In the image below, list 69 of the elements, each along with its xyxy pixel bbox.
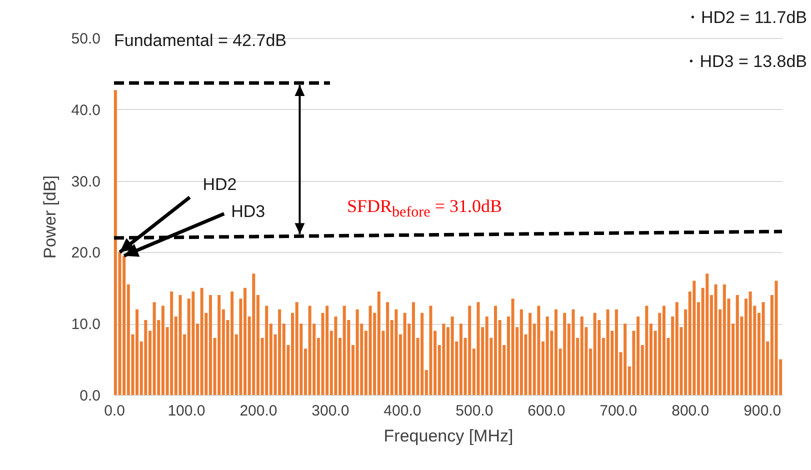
bar: [368, 306, 372, 395]
y-tick-label: 20.0: [71, 244, 100, 262]
bar: [537, 306, 540, 395]
x-tick-label: 500.0: [456, 402, 494, 420]
x-tick-label: 0.0: [104, 402, 125, 420]
bar: [606, 309, 610, 395]
bar: [442, 324, 446, 395]
bar: [580, 316, 584, 395]
bar: [476, 302, 480, 395]
bar: [593, 312, 596, 395]
x-tick-label: 100.0: [168, 402, 206, 420]
bar: [494, 306, 498, 395]
bar: [218, 295, 221, 395]
y-tick-label: 10.0: [71, 316, 100, 334]
bar: [178, 295, 182, 395]
bar: [563, 312, 566, 395]
bar: [511, 298, 514, 395]
bar: [692, 280, 696, 395]
bar: [295, 302, 298, 395]
bar: [308, 306, 312, 395]
bar: [675, 302, 678, 395]
bar: [394, 309, 398, 395]
bar: [243, 288, 247, 395]
bar: [152, 302, 156, 395]
y-axis-title: Power [dB]: [40, 175, 60, 259]
bar: [356, 309, 359, 395]
bar: [572, 309, 575, 395]
y-tick-label: 30.0: [71, 173, 100, 190]
bar: [714, 284, 718, 395]
bar: [420, 312, 424, 395]
bar: [170, 291, 174, 395]
x-tick-label: 400.0: [384, 402, 422, 420]
annotation: SFDR$_{before}$ = 31.0dB: [347, 196, 502, 223]
annotation: ・HD3 = 13.8dB: [682, 52, 807, 72]
bar: [429, 306, 432, 395]
x-tick-label: 200.0: [240, 402, 278, 420]
bar: [485, 316, 488, 395]
bar: [706, 274, 709, 395]
bar: [403, 312, 406, 395]
bar: [144, 320, 148, 395]
bar: [748, 291, 752, 395]
bar: [645, 306, 648, 395]
bar: [450, 316, 454, 395]
bar: [762, 302, 765, 395]
text: ・HD2 = 11.7dB: [684, 8, 807, 28]
bar: [252, 274, 256, 395]
x-tick-label: 700.0: [600, 402, 638, 420]
annotation: HD2: [202, 175, 237, 196]
y-tick-label: 0.0: [80, 388, 100, 404]
bar: [468, 306, 472, 395]
bar: [722, 284, 726, 395]
annotation: Fundamental = 42.7dB: [114, 31, 286, 51]
y-tick-label: 50.0: [71, 30, 100, 48]
bar: [546, 316, 549, 395]
x-tick-label: 300.0: [312, 402, 350, 420]
bar: [774, 280, 778, 395]
bar: [736, 295, 739, 395]
x-axis-title: Frequency [MHz]: [384, 426, 514, 446]
x-tick-label: 900.0: [744, 402, 782, 420]
bar: [334, 316, 338, 395]
x-tick-label: 800.0: [672, 402, 710, 420]
bar: [377, 291, 380, 395]
y-tick-label: 40.0: [71, 102, 100, 119]
bar: [342, 306, 346, 395]
bar: [192, 291, 195, 395]
annotation: HD3: [231, 202, 266, 222]
x-tick-label: 600.0: [528, 402, 566, 420]
bar: [200, 288, 204, 395]
bar: [265, 306, 268, 395]
